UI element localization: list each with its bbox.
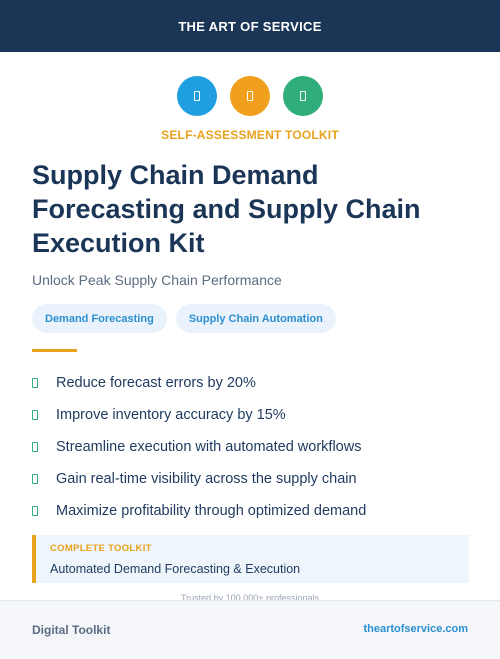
- top-banner: THE ART OF SERVICE: [0, 0, 500, 52]
- footer: Digital Toolkit theartofservice.com: [0, 600, 500, 659]
- check-icon: [32, 474, 38, 484]
- eyebrow-label: SELF-ASSESSMENT TOOLKIT: [161, 128, 339, 142]
- check-icon: [32, 410, 38, 420]
- list-item: Reduce forecast errors by 20%: [32, 367, 472, 399]
- icon-row: [0, 76, 500, 116]
- list-item: Maximize profitability through optimized…: [32, 495, 472, 527]
- tag-list: Demand Forecasting Supply Chain Automati…: [32, 304, 336, 333]
- toolkit-value: Automated Demand Forecasting & Execution: [50, 562, 301, 576]
- tag-demand-forecasting: Demand Forecasting: [32, 304, 167, 333]
- tag-supply-chain-automation: Supply Chain Automation: [175, 304, 336, 333]
- footer-label: Digital Toolkit: [32, 623, 111, 637]
- brand-name: THE ART OF SERVICE: [178, 18, 322, 34]
- document-icon: [283, 76, 323, 116]
- subtitle: Unlock Peak Supply Chain Performance: [32, 272, 282, 288]
- benefit-text: Maximize profitability through optimized…: [56, 503, 367, 519]
- benefit-text: Improve inventory accuracy by 15%: [56, 407, 286, 423]
- page-title: Supply Chain Demand Forecasting and Supp…: [32, 160, 421, 258]
- website-link[interactable]: theartofservice.com: [363, 623, 468, 635]
- document-icon: [177, 76, 217, 116]
- list-item: Streamline execution with automated work…: [32, 431, 472, 463]
- trusted-note: Trusted by 100,000+ professionals: [180, 593, 319, 601]
- list-item: Gain real-time visibility across the sup…: [32, 463, 472, 495]
- check-icon: [32, 442, 38, 452]
- list-item: Improve inventory accuracy by 15%: [32, 399, 472, 431]
- toolkit-label: COMPLETE TOOLKIT: [50, 543, 152, 554]
- benefit-list: Reduce forecast errors by 20% Improve in…: [32, 367, 472, 527]
- benefit-text: Streamline execution with automated work…: [56, 439, 362, 455]
- check-icon: [32, 378, 38, 388]
- document-icon: [230, 76, 270, 116]
- benefit-text: Gain real-time visibility across the sup…: [56, 471, 357, 487]
- accent-divider: [32, 349, 77, 352]
- benefit-text: Reduce forecast errors by 20%: [56, 375, 256, 391]
- check-icon: [32, 506, 38, 516]
- toolkit-callout: COMPLETE TOOLKIT Automated Demand Foreca…: [32, 535, 469, 583]
